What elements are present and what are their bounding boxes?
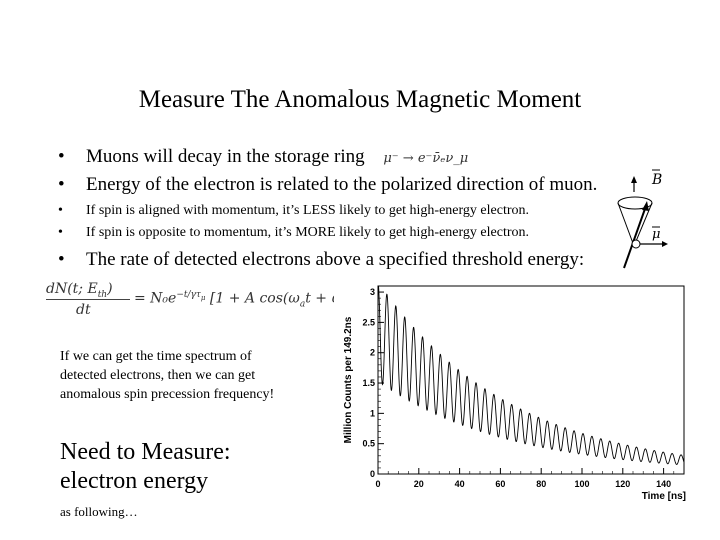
y-tick-label: 3 xyxy=(370,287,375,297)
time-spectrum-paragraph: If we can get the time spectrum of detec… xyxy=(60,349,275,402)
x-tick-label: 20 xyxy=(414,479,424,489)
bullet-dot: • xyxy=(58,225,63,240)
numerator-text: dN(t; E xyxy=(46,281,98,297)
spin-vector xyxy=(623,205,647,269)
plot-area: 0 0.5 1 1.5 2 2.5 3 0 20 40 60 80 100 120 140 xyxy=(362,285,685,489)
bullet-text: Muons will decay in the storage ring xyxy=(86,146,365,167)
formula-denominator: dt xyxy=(76,302,91,318)
numerator-sub: th xyxy=(97,289,108,300)
y-tick-label: 1 xyxy=(370,408,375,418)
spin-diagram: B μ xyxy=(617,169,668,269)
muon-circle xyxy=(631,239,641,249)
fraction-bar xyxy=(46,299,130,300)
b-field-label: B xyxy=(651,172,662,188)
cone-edge-left xyxy=(617,202,635,247)
rhs-exponent: −t/γτ xyxy=(176,290,201,300)
bullet-electron-energy: • Energy of the electron is related to th… xyxy=(58,174,597,196)
bullet-spin-aligned: • If spin is aligned with momentum, it’s … xyxy=(58,203,529,219)
bullet-text: If spin is opposite to momentum, it’s MO… xyxy=(86,225,530,240)
bullet-text: The rate of detected electrons above a s… xyxy=(86,249,585,270)
rhs-exponent-sub: μ xyxy=(200,293,206,302)
bullet-dot: • xyxy=(58,174,65,195)
bullet-dot: • xyxy=(58,249,65,270)
x-tick-label: 80 xyxy=(536,479,546,489)
bullet-text: If spin is aligned with momentum, it’s L… xyxy=(86,203,530,218)
x-tick-label: 0 xyxy=(375,479,380,489)
formula-rhs: = N₀e−t/γτμ [1 + A cos(ωat + φ)] xyxy=(134,290,352,309)
as-following-text: as following… xyxy=(60,504,138,519)
rhs-text: = N₀e xyxy=(134,290,177,307)
slide-title: Measure The Anomalous Magnetic Moment xyxy=(138,86,582,113)
rhs-tail-sub: a xyxy=(299,299,306,310)
rhs-tail: [1 + A cos(ω xyxy=(209,290,300,307)
bullet-dot: • xyxy=(58,203,63,218)
y-tick-label: 0.5 xyxy=(362,439,375,449)
y-tick-label: 0 xyxy=(370,469,375,479)
mu-label: μ xyxy=(652,227,660,242)
time-spectrum-chart: 0 0.5 1 1.5 2 2.5 3 0 20 40 60 80 100 120 140 Million … xyxy=(334,276,706,504)
spin-arrowhead xyxy=(642,201,649,211)
chart-background xyxy=(334,276,706,504)
formula-numerator: dN(t; Eth) xyxy=(46,281,113,300)
cone-edge-right xyxy=(633,202,653,247)
x-tick-label: 100 xyxy=(574,479,589,489)
bullet-spin-opposite: • If spin is opposite to momentum, it’s M… xyxy=(58,225,529,241)
x-tick-label: 40 xyxy=(455,479,465,489)
bullet-detected-rate: • The rate of detected electrons above a … xyxy=(58,249,584,271)
decay-formula: μ⁻ → e⁻ν̄ₑν_μ xyxy=(383,151,469,166)
y-tick-label: 1.5 xyxy=(362,378,375,388)
bullet-dot: • xyxy=(58,146,65,167)
x-tick-label: 120 xyxy=(615,479,630,489)
x-axis-label: Time [ns] xyxy=(642,491,686,502)
y-axis-label: Million Counts per 149.2ns xyxy=(343,316,354,443)
b-field-arrowhead xyxy=(631,176,637,183)
y-tick-label: 2.5 xyxy=(362,317,375,327)
need-to-measure-text: Need to Measure: electron energy xyxy=(60,439,231,494)
data-series-line xyxy=(377,285,685,465)
bullet-text: Energy of the electron is related to the… xyxy=(86,174,598,195)
x-tick-label: 60 xyxy=(495,479,505,489)
bullet-muon-decay: • Muons will decay in the storage ring μ⁻… xyxy=(58,146,468,168)
numerator-close: ) xyxy=(107,281,113,297)
x-tick-label: 140 xyxy=(656,479,671,489)
momentum-arrowhead xyxy=(662,241,668,247)
y-tick-label: 2 xyxy=(370,348,375,358)
